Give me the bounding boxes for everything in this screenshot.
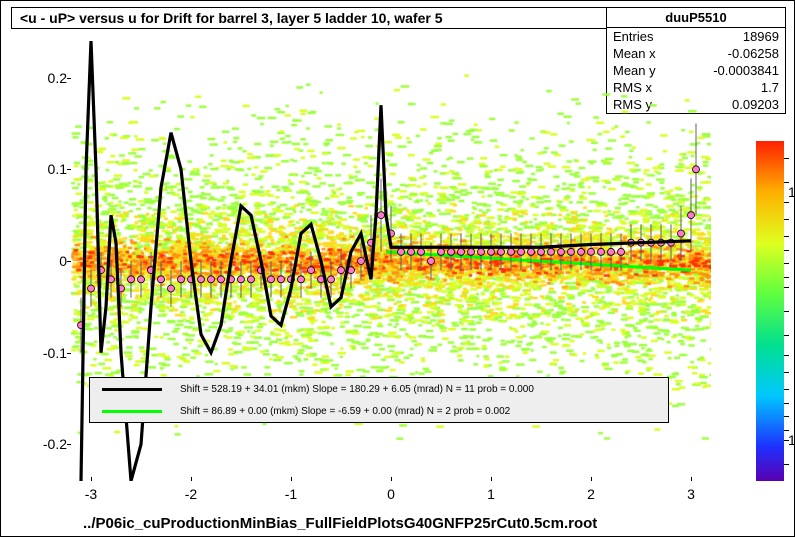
legend-text-black: Shift = 528.19 + 34.01 (mkm) Slope = 180… xyxy=(180,384,534,395)
stats-rmsx: 1.7 xyxy=(761,80,779,95)
y-tick-label: 0 xyxy=(33,253,67,269)
legend-swatch-black xyxy=(102,388,162,391)
y-tick-label: -0.1 xyxy=(33,345,67,361)
stats-rmsy: 0.09203 xyxy=(732,97,779,112)
footer-path: ../P06ic_cuProductionMinBias_FullFieldPl… xyxy=(83,515,597,532)
stats-entries: 18969 xyxy=(743,29,779,44)
y-tick-label: 0.2 xyxy=(33,70,67,86)
stats-name: duuP5510 xyxy=(607,8,785,28)
x-tick-label: -3 xyxy=(76,486,106,502)
colorbar-canvas xyxy=(756,141,784,481)
stats-meany: -0.0003841 xyxy=(713,63,779,78)
plot-title-box: <u - uP> versus u for Drift for barrel 3… xyxy=(11,7,691,29)
legend-row-green: Shift = 86.89 + 0.00 (mkm) Slope = -6.59… xyxy=(90,400,668,422)
x-tick-label: 3 xyxy=(676,486,706,502)
stats-meanx: -0.06258 xyxy=(728,46,779,61)
y-tick-label: 0.1 xyxy=(33,161,67,177)
colorbar: 110 xyxy=(756,141,784,481)
legend-text-green: Shift = 86.89 + 0.00 (mkm) Slope = -6.59… xyxy=(180,406,510,417)
x-tick-label: 0 xyxy=(376,486,406,502)
legend-swatch-green xyxy=(102,410,162,413)
x-tick-label: 2 xyxy=(576,486,606,502)
colorbar-tick-label: 1 xyxy=(788,184,795,200)
plot-title: <u - uP> versus u for Drift for barrel 3… xyxy=(20,10,443,26)
x-tick-label: -1 xyxy=(276,486,306,502)
figure-frame: <u - uP> versus u for Drift for barrel 3… xyxy=(0,0,795,537)
legend-row-black: Shift = 528.19 + 34.01 (mkm) Slope = 180… xyxy=(90,378,668,400)
x-tick-label: -2 xyxy=(176,486,206,502)
y-tick-label: -0.2 xyxy=(33,436,67,452)
x-tick-label: 1 xyxy=(476,486,506,502)
legend-box: Shift = 528.19 + 34.01 (mkm) Slope = 180… xyxy=(89,377,669,423)
colorbar-tick-label: 10 xyxy=(788,432,795,448)
